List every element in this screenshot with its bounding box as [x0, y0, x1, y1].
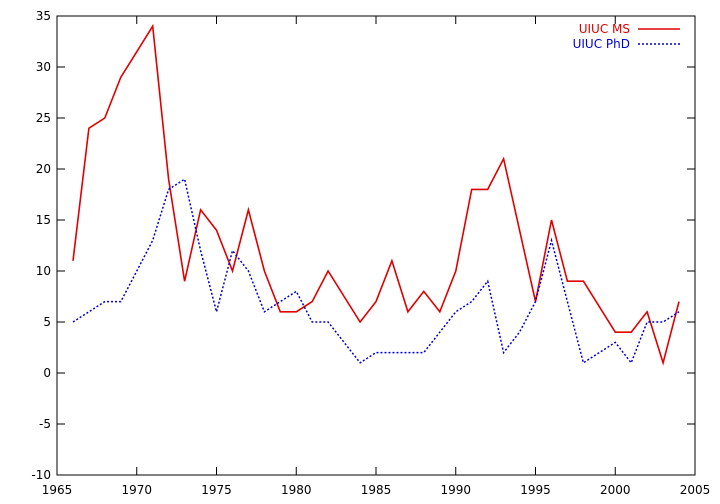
x-tick-label: 1965	[42, 483, 73, 497]
plot-border	[56, 15, 696, 476]
x-tick-label: 1975	[201, 483, 232, 497]
x-tick-label: 2005	[680, 483, 711, 497]
y-tick-label: 20	[36, 162, 51, 176]
series-line-uiuc-ms	[72, 23, 680, 366]
y-tick-label: -5	[39, 417, 51, 431]
x-tick-label: 1970	[121, 483, 152, 497]
series-layer	[72, 23, 680, 366]
y-axis: -10 -5 0 5 10 15 20 25 30 35	[31, 9, 695, 482]
x-tick-label: 2000	[600, 483, 631, 497]
plot-frame	[56, 15, 696, 476]
x-tick-label: 1980	[281, 483, 312, 497]
legend-label: UIUC MS	[579, 22, 630, 36]
x-tick-label: 1985	[361, 483, 392, 497]
y-tick-label: 10	[36, 264, 51, 278]
y-tick-label: 5	[43, 315, 51, 329]
y-tick-label: 0	[43, 366, 51, 380]
y-tick-label: 25	[36, 111, 51, 125]
series-line-uiuc-phd	[72, 177, 680, 365]
y-tick-label: -10	[31, 468, 51, 482]
y-tick-label: 35	[36, 9, 51, 23]
y-tick-label: 15	[36, 213, 51, 227]
x-tick-label: 1990	[440, 483, 471, 497]
legend-label: UIUC PhD	[573, 37, 630, 51]
x-axis: 1965 1970 1975 1980 1985 1990 1995 2000 2005	[42, 16, 711, 497]
y-tick-label: 30	[36, 60, 51, 74]
x-tick-label: 1995	[520, 483, 551, 497]
